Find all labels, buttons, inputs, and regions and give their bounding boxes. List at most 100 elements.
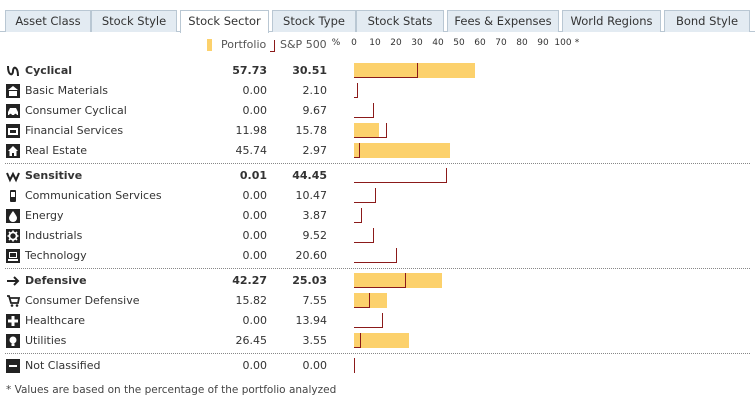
benchmark-bar	[354, 83, 359, 98]
sector-name: Not Classified	[25, 359, 101, 372]
benchmark-value: 13.94	[295, 314, 328, 327]
sector-row-energy: Energy 0.00 3.87	[0, 206, 755, 226]
basic-materials-icon	[6, 84, 20, 98]
benchmark-value: 3.87	[302, 209, 328, 222]
sector-name: Consumer Cyclical	[25, 104, 127, 117]
portfolio-value: 0.00	[242, 209, 268, 222]
portfolio-value: 0.00	[242, 359, 268, 372]
industrials-icon	[6, 229, 20, 243]
scale-tick-label: 90	[537, 38, 549, 48]
technology-icon	[6, 249, 20, 263]
tab-stock-sector[interactable]: Stock Sector	[180, 10, 269, 33]
portfolio-value: 15.82	[235, 294, 268, 307]
sector-name: Defensive	[25, 274, 87, 287]
sector-name: Basic Materials	[25, 84, 109, 97]
scale-tick-label: 10	[369, 38, 381, 48]
tab-stock-style[interactable]: Stock Style	[91, 10, 177, 32]
benchmark-bar	[354, 228, 374, 243]
benchmark-bar	[354, 248, 398, 263]
portfolio-bar	[354, 273, 443, 288]
sector-row-basic-materials: Basic Materials 0.00 2.10	[0, 81, 755, 101]
scale-footnote-marker: *	[574, 38, 580, 48]
scale-tick-label: 70	[495, 38, 507, 48]
sector-row-utilities: Utilities 26.45 3.55	[0, 331, 755, 351]
sector-name: Communication Services	[25, 189, 162, 202]
portfolio-value: 0.00	[242, 84, 268, 97]
group-divider	[5, 353, 750, 354]
scale-tick-label: 30	[411, 38, 423, 48]
tab-stock-type[interactable]: Stock Type	[272, 10, 356, 32]
scale-tick-label: 80	[516, 38, 528, 48]
portfolio-value: 0.00	[242, 314, 268, 327]
benchmark-value: 10.47	[295, 189, 328, 202]
sector-row-communication-services: Communication Services 0.00 10.47	[0, 186, 755, 206]
tab-fees-expenses[interactable]: Fees & Expenses	[447, 10, 559, 32]
benchmark-value: 2.97	[302, 144, 328, 157]
benchmark-bar	[354, 103, 375, 118]
tab-asset-class[interactable]: Asset Class	[5, 10, 91, 32]
benchmark-bar	[354, 63, 418, 78]
benchmark-bar	[354, 358, 355, 373]
benchmark-bar	[354, 208, 363, 223]
tab-bar: Asset Class Stock Style Stock Sector Sto…	[0, 10, 755, 33]
scale-tick-label: 100	[554, 38, 572, 48]
financial-services-icon	[6, 124, 20, 138]
portfolio-value: 26.45	[235, 334, 268, 347]
benchmark-bar	[354, 273, 407, 288]
benchmark-value: 9.52	[302, 229, 328, 242]
sector-row-consumer-defensive: Consumer Defensive 15.82 7.55	[0, 291, 755, 311]
benchmark-bar	[354, 143, 361, 158]
utilities-icon	[6, 334, 20, 348]
scale-percent-label: %	[331, 38, 341, 48]
portfolio-bar	[354, 63, 475, 78]
footnote: * Values are based on the percentage of …	[6, 384, 337, 396]
benchmark-bar	[354, 293, 370, 308]
portfolio-value: 42.27	[232, 274, 267, 287]
benchmark-value: 20.60	[295, 249, 328, 262]
communication-services-icon	[6, 189, 20, 203]
scale-tick-label: 50	[453, 38, 465, 48]
sector-row-not-classified: Not Classified 0.00 0.00	[0, 356, 755, 376]
tab-stock-stats[interactable]: Stock Stats	[356, 10, 444, 32]
tab-bond-style[interactable]: Bond Style	[664, 10, 750, 32]
benchmark-bar	[354, 188, 376, 203]
sector-row-real-estate: Real Estate 45.74 2.97	[0, 141, 755, 161]
benchmark-bar	[354, 333, 362, 348]
benchmark-legend-label: S&P 500	[280, 38, 327, 51]
benchmark-value: 15.78	[295, 124, 328, 137]
sector-name: Industrials	[25, 229, 83, 242]
sector-row-industrials: Industrials 0.00 9.52	[0, 226, 755, 246]
sector-name: Cyclical	[25, 64, 73, 77]
group-divider	[5, 163, 750, 164]
portfolio-value: 57.73	[232, 64, 267, 77]
portfolio-bar	[354, 293, 388, 308]
sector-name: Consumer Defensive	[25, 294, 140, 307]
energy-icon	[6, 209, 20, 223]
benchmark-value: 25.03	[292, 274, 327, 287]
cyclical-icon	[6, 64, 20, 78]
portfolio-legend-label: Portfolio	[221, 38, 267, 51]
benchmark-value: 7.55	[302, 294, 328, 307]
consumer-cyclical-icon	[6, 104, 20, 118]
portfolio-bar	[354, 333, 410, 348]
sector-row-defensive: Defensive 42.27 25.03	[0, 271, 755, 291]
scale-tick-label: 60	[474, 38, 486, 48]
benchmark-bar	[354, 168, 447, 183]
healthcare-icon	[6, 314, 20, 328]
portfolio-value: 11.98	[235, 124, 268, 137]
scale-tick-label: 20	[390, 38, 402, 48]
sector-name: Sensitive	[25, 169, 83, 182]
sector-row-consumer-cyclical: Consumer Cyclical 0.00 9.67	[0, 101, 755, 121]
defensive-icon	[6, 274, 20, 288]
group-divider	[5, 268, 750, 269]
sector-name: Financial Services	[25, 124, 124, 137]
tab-world-regions[interactable]: World Regions	[562, 10, 661, 32]
benchmark-value: 44.45	[292, 169, 327, 182]
sector-name: Healthcare	[25, 314, 85, 327]
portfolio-bar	[354, 143, 450, 158]
benchmark-value: 2.10	[302, 84, 328, 97]
scale-tick-label: 0	[351, 38, 357, 48]
benchmark-legend-swatch	[270, 40, 275, 52]
sector-row-cyclical: Cyclical 57.73 30.51	[0, 61, 755, 81]
real-estate-icon	[6, 144, 20, 158]
